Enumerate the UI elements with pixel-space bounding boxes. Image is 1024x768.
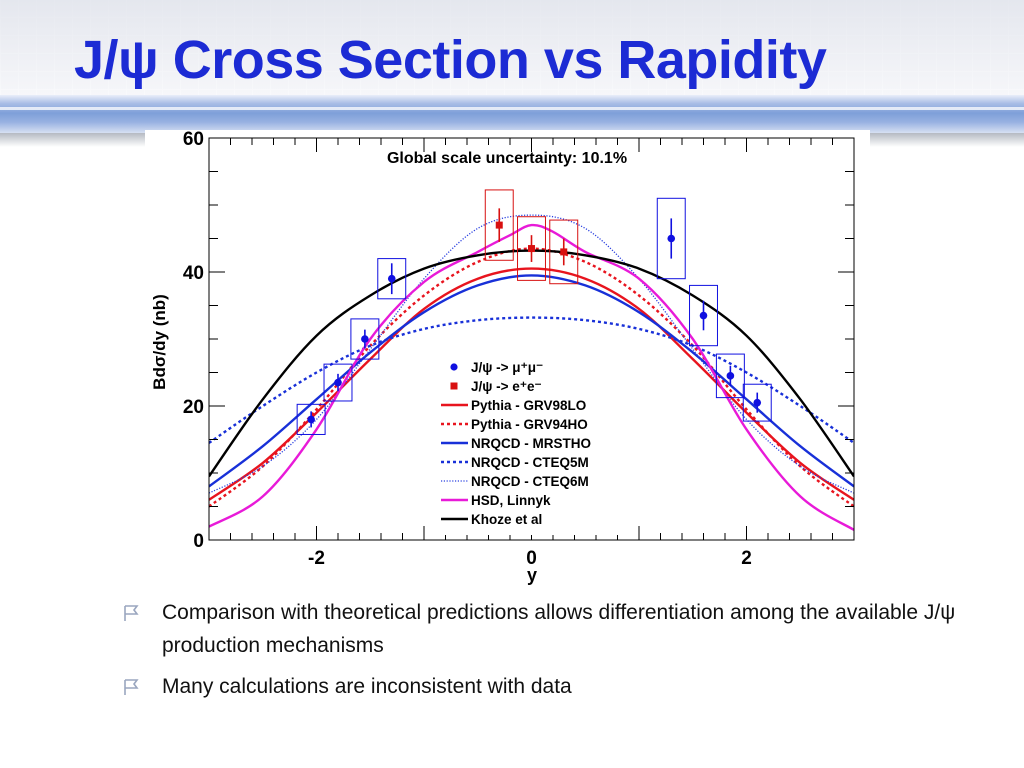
- legend-label: Khoze et al: [471, 512, 542, 527]
- data-points: [296, 189, 772, 435]
- theory-curve-nrqcd-cteq5m: [209, 316, 854, 444]
- legend-label: Pythia - GRV98LO: [471, 398, 586, 413]
- legend-label: NRQCD - CTEQ6M: [471, 474, 589, 489]
- bullet-list: Comparison with theoretical predictions …: [120, 596, 960, 703]
- hollow-flag-icon: [124, 679, 139, 695]
- systematic-box: [715, 353, 745, 399]
- legend-label: NRQCD - CTEQ5M: [471, 455, 589, 470]
- y-tick-label: 60: [183, 130, 204, 150]
- slide-title: J/ψ Cross Section vs Rapidity: [74, 30, 827, 90]
- systematic-box: [484, 189, 514, 261]
- theory-curves: [209, 214, 854, 531]
- legend-marker-circle: [450, 363, 458, 371]
- scale-uncertainty-annotation: Global scale uncertainty: 10.1%: [387, 150, 627, 167]
- x-tick-label: 2: [741, 548, 752, 569]
- y-tick-label: 0: [193, 531, 204, 552]
- theory-curve-nrqcd-mrstho: [209, 274, 854, 488]
- systematic-box: [323, 363, 353, 402]
- legend-label: J/ψ -> e⁺e⁻: [471, 379, 542, 394]
- bullet-text: Comparison with theoretical predictions …: [162, 601, 956, 657]
- x-tick-label: 0: [526, 548, 537, 569]
- systematic-box: [517, 216, 546, 281]
- data-point-circle: [753, 398, 762, 407]
- title-band: [0, 95, 1024, 133]
- bullet-item: Comparison with theoretical predictions …: [120, 596, 960, 662]
- hollow-flag-icon: [124, 605, 139, 621]
- theory-curve-nrqcd-cteq6m: [209, 214, 854, 494]
- theory-curve-pythia-grv98lo: [209, 267, 854, 501]
- systematic-box: [656, 197, 686, 280]
- systematic-box: [549, 219, 579, 285]
- systematic-box: [689, 284, 718, 347]
- y-tick-label: 40: [183, 263, 204, 284]
- data-point-circle: [307, 415, 315, 424]
- data-point-square: [495, 221, 503, 229]
- systematic-box: [296, 403, 326, 435]
- data-point-circle: [667, 234, 676, 243]
- y-axis-label: Bdσ/dy (nb): [150, 294, 169, 390]
- data-point-circle: [387, 274, 396, 283]
- legend-background: [431, 355, 627, 535]
- y-tick-label: 20: [183, 397, 204, 418]
- bullet-item: Many calculations are inconsistent with …: [120, 670, 960, 703]
- legend-label: HSD, Linnyk: [471, 493, 551, 508]
- rapidity-chart: 0 20 40 60 -2 0 2 Global scale uncertainty: 10…: [145, 130, 870, 585]
- legend-label: J/ψ -> μ⁺μ⁻: [471, 360, 543, 375]
- data-point-square: [528, 245, 535, 253]
- data-point-circle: [726, 372, 735, 380]
- legend-marker-square: [450, 382, 458, 390]
- data-point-circle: [334, 378, 342, 387]
- header-background: [0, 0, 1024, 95]
- data-point-circle: [699, 311, 708, 320]
- systematic-box: [377, 258, 407, 300]
- legend-label: NRQCD - MRSTHO: [471, 436, 591, 451]
- bullet-text: Many calculations are inconsistent with …: [162, 675, 572, 698]
- x-axis-label: y: [527, 565, 537, 585]
- systematic-box: [742, 383, 772, 422]
- systematic-box: [350, 318, 380, 360]
- theory-curve-hsd-linnyk: [209, 223, 854, 531]
- legend: J/ψ -> μ⁺μ⁻ J/ψ -> e⁺e⁻ Pythia - GRV98LO Py…: [431, 355, 627, 535]
- x-tick-label: -2: [308, 548, 325, 569]
- data-point-circle: [361, 335, 369, 343]
- data-point-square: [560, 248, 568, 256]
- legend-label: Pythia - GRV94HO: [471, 417, 588, 432]
